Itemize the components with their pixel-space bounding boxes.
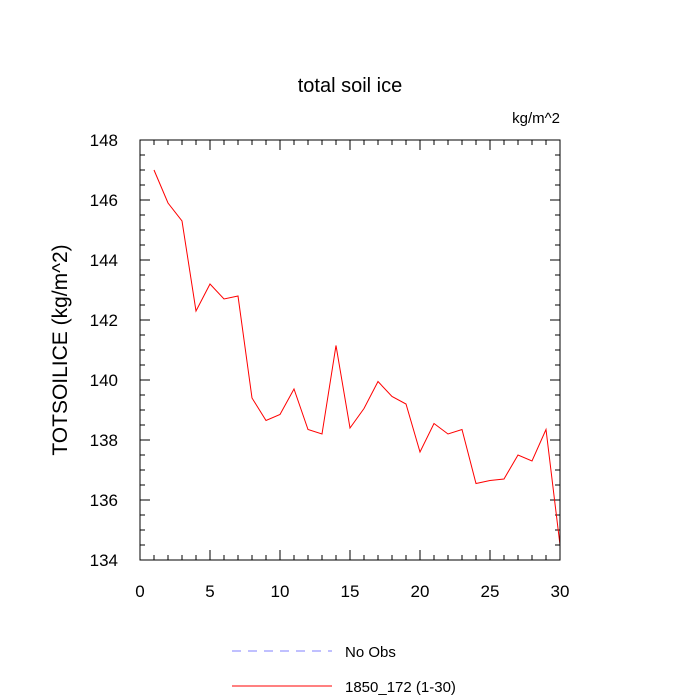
x-tick-label: 0 bbox=[135, 582, 144, 601]
series-layer bbox=[153, 169, 561, 546]
series-line-1850-172 bbox=[153, 169, 561, 546]
y-tick-label: 138 bbox=[90, 431, 118, 450]
x-tick-label: 10 bbox=[271, 582, 290, 601]
units-label: kg/m^2 bbox=[512, 110, 560, 127]
y-tick-label: 148 bbox=[90, 131, 118, 150]
y-tick-label: 140 bbox=[90, 371, 118, 390]
plot-frame bbox=[139, 139, 561, 561]
chart-title: total soil ice bbox=[298, 75, 403, 97]
x-tick-label: 20 bbox=[411, 582, 430, 601]
y-tick-label: 142 bbox=[90, 311, 118, 330]
y-tick-label: 134 bbox=[90, 551, 118, 570]
axis-ticks bbox=[139, 139, 561, 561]
x-tick-label: 15 bbox=[341, 582, 360, 601]
y-axis-label: TOTSOILICE (kg/m^2) bbox=[49, 244, 72, 455]
legend: No Obs 1850_172 (1-30) bbox=[232, 644, 456, 696]
y-tick-label: 146 bbox=[90, 191, 118, 210]
tick-labels: 0 5 10 15 20 25 30 134 136 138 140 142 144 146 148 bbox=[90, 131, 570, 601]
y-tick-label: 144 bbox=[90, 251, 118, 270]
x-tick-label: 5 bbox=[205, 582, 214, 601]
x-tick-label: 30 bbox=[551, 582, 570, 601]
y-tick-label: 136 bbox=[90, 491, 118, 510]
legend-label-1850-172: 1850_172 (1-30) bbox=[345, 679, 456, 696]
x-tick-label: 25 bbox=[481, 582, 500, 601]
legend-label-no-obs: No Obs bbox=[345, 644, 396, 661]
